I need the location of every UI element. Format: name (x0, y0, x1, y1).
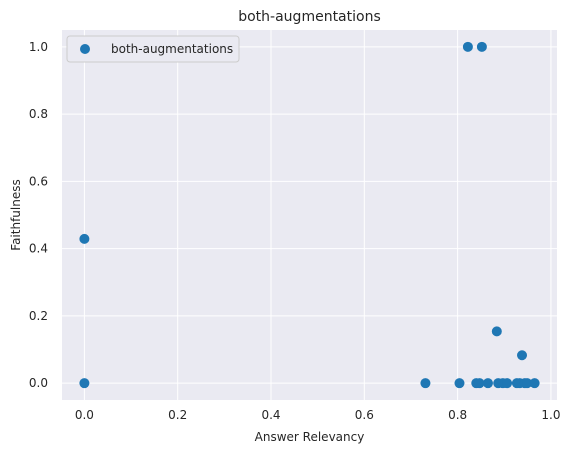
legend-box (66, 35, 240, 63)
data-point (529, 378, 540, 389)
data-point (491, 326, 502, 337)
data-point (476, 41, 487, 52)
x-axis-label: Answer Relevancy (255, 430, 365, 444)
x-tick-labels: 0.0 0.2 0.4 0.6 0.8 1.0 (75, 408, 561, 422)
y-tick-label: 0.6 (29, 174, 48, 188)
data-point (517, 350, 528, 361)
y-tick-label: 1.0 (29, 40, 48, 54)
y-axis-label: Faithfulness (9, 179, 23, 250)
x-tick-label: 0.8 (448, 408, 467, 422)
data-point (462, 41, 473, 52)
data-point (79, 378, 90, 389)
y-tick-label: 0.8 (29, 107, 48, 121)
legend-marker (80, 44, 90, 54)
x-tick-label: 0.4 (261, 408, 280, 422)
chart-title: both-augmentations (238, 9, 381, 25)
x-tick-label: 0.2 (168, 408, 187, 422)
data-point (420, 378, 431, 389)
data-point (482, 378, 493, 389)
plot-area (62, 30, 557, 400)
y-tick-label: 0.2 (29, 309, 48, 323)
y-tick-label: 0.0 (29, 376, 48, 390)
data-point (79, 233, 90, 244)
x-tick-label: 0.6 (355, 408, 374, 422)
data-points (79, 41, 540, 389)
data-point (454, 378, 465, 389)
y-tick-label: 0.4 (29, 242, 48, 256)
x-tick-label: 1.0 (541, 408, 560, 422)
x-tick-label: 0.0 (75, 408, 94, 422)
legend: both-augmentations (66, 35, 240, 63)
data-point (522, 378, 533, 389)
y-tick-labels: 0.0 0.2 0.4 0.6 0.8 1.0 (29, 40, 48, 390)
data-point (502, 378, 513, 389)
legend-label: both-augmentations (111, 42, 233, 56)
data-point (474, 378, 485, 389)
